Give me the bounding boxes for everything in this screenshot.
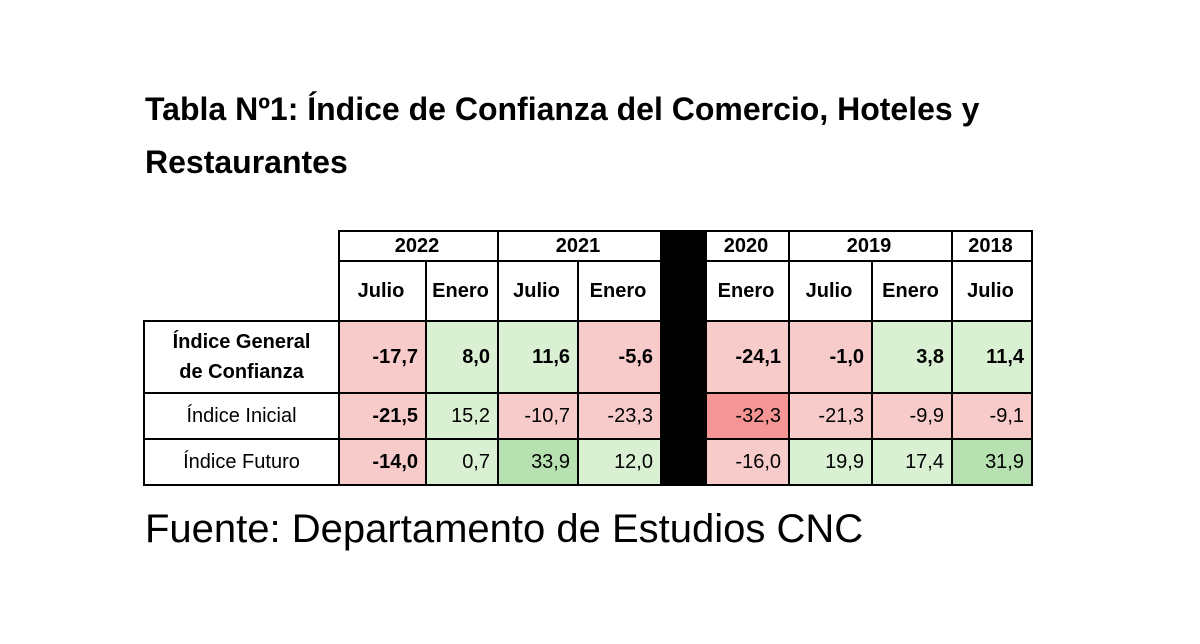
corner-cell: [144, 231, 339, 261]
table-cell: -23,3: [577, 392, 662, 440]
table-cell: -1,0: [788, 320, 873, 394]
row-label-general: Índice General de Confianza: [143, 320, 340, 394]
source-note: Fuente: Departamento de Estudios CNC: [145, 507, 864, 551]
row-label-initial: Índice Inicial: [143, 392, 340, 440]
table-cell: -14,0: [338, 438, 427, 486]
table-cell: -16,0: [705, 438, 790, 486]
table-cell: 11,4: [951, 320, 1033, 394]
year-header-2018: 2018: [951, 230, 1033, 262]
table-cell: 0,7: [425, 438, 499, 486]
page-title: Tabla Nº1: Índice de Confianza del Comer…: [145, 91, 980, 180]
table-cell: -24,1: [705, 320, 790, 394]
table-cell: -21,3: [788, 392, 873, 440]
table-cell: 8,0: [425, 320, 499, 394]
table-cell: 33,9: [497, 438, 579, 486]
year-header-2020: 2020: [705, 230, 790, 262]
table-cell: -9,1: [951, 392, 1033, 440]
row-label-future: Índice Futuro: [143, 438, 340, 486]
year-header-row: 2022 2021 2020 2019 2018: [144, 230, 1033, 486]
table-cell: 3,8: [871, 320, 953, 394]
table-cell: 31,9: [951, 438, 1033, 486]
table-cell: 17,4: [871, 438, 953, 486]
table-cell: -9,9: [871, 392, 953, 440]
table-cell: 19,9: [788, 438, 873, 486]
row-label-line: Índice General: [172, 331, 311, 353]
table-cell: 12,0: [577, 438, 662, 486]
month-header: Julio: [951, 260, 1033, 322]
month-header-row: Julio Enero Julio Enero Enero Julio Ener…: [144, 260, 1033, 322]
row-label-line: de Confianza: [179, 361, 304, 383]
column-separator: [660, 230, 707, 486]
table-cell: -32,3: [705, 392, 790, 440]
month-header: Enero: [871, 260, 953, 322]
month-header: Julio: [338, 260, 427, 322]
table-cell: -10,7: [497, 392, 579, 440]
year-header-2021: 2021: [497, 230, 662, 262]
year-header-2022: 2022: [338, 230, 499, 262]
table-cell: 11,6: [497, 320, 579, 394]
table-cell: -5,6: [577, 320, 662, 394]
year-header-2019: 2019: [788, 230, 953, 262]
corner-cell: [144, 261, 339, 321]
month-header: Enero: [705, 260, 790, 322]
month-header: Julio: [788, 260, 873, 322]
table-row-future: Índice Futuro -14,0 0,7 33,9 12,0 -16,0 …: [143, 438, 1033, 486]
table-cell: -21,5: [338, 392, 427, 440]
table-row-general: Índice General de Confianza -17,7 8,0 11…: [143, 320, 1033, 394]
month-header: Julio: [497, 260, 579, 322]
table-cell: -17,7: [338, 320, 427, 394]
table-cell: 15,2: [425, 392, 499, 440]
table-row-initial: Índice Inicial -21,5 15,2 -10,7 -23,3 -3…: [143, 392, 1033, 440]
confidence-index-table: 2022 2021 2020 2019 2018 Julio Enero Jul…: [143, 230, 1033, 486]
month-header: Enero: [425, 260, 499, 322]
month-header: Enero: [577, 260, 662, 322]
